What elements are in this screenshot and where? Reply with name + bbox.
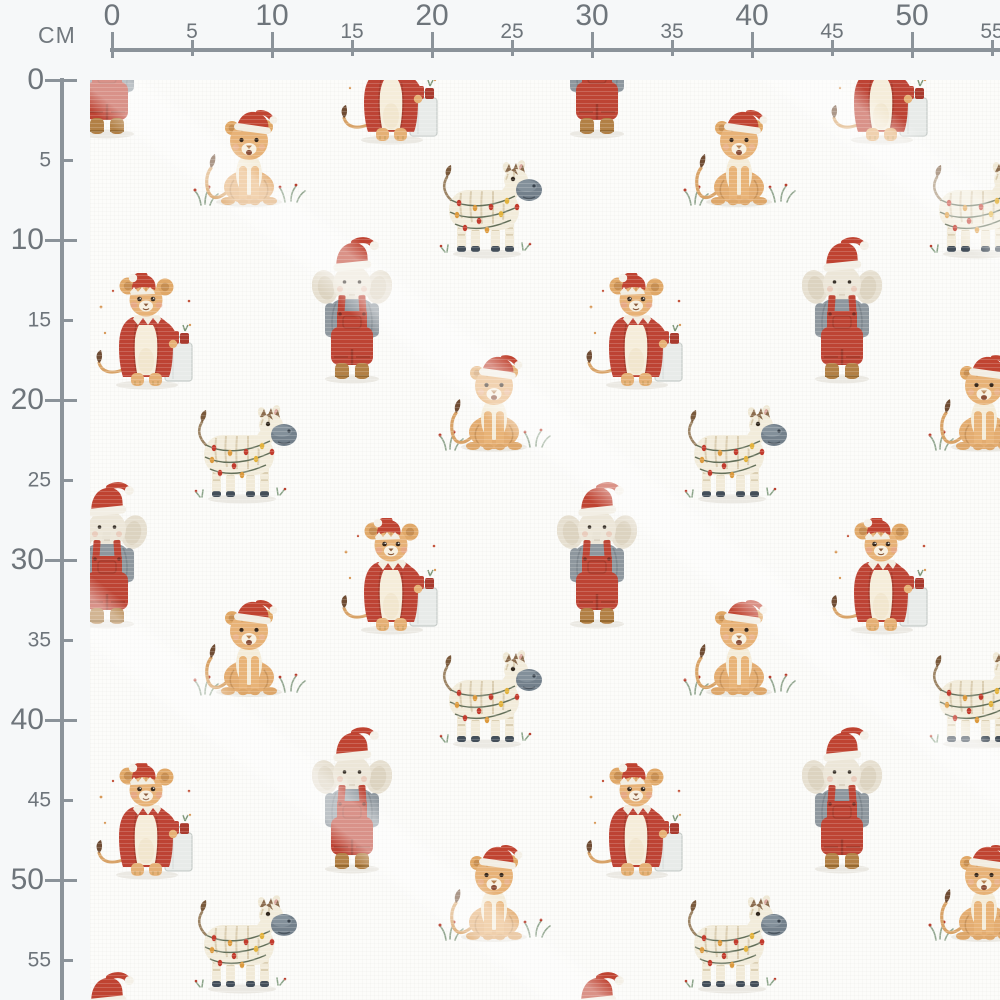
fabric-pattern-area <box>90 80 1000 1000</box>
illustration-zebra <box>435 650 545 750</box>
hruler-tick-15cm <box>350 40 354 56</box>
illustration-sitting-lion <box>920 843 1000 953</box>
illustration-sitting-lion <box>675 108 805 218</box>
hruler-tick-30cm <box>590 32 594 58</box>
vruler-tick-15cm <box>60 318 73 322</box>
vruler-label-15cm: 15 <box>27 308 51 332</box>
hruler-tick-55cm <box>990 40 994 56</box>
vertical-ruler-line <box>60 78 64 1000</box>
horizontal-ruler-line <box>110 48 1000 52</box>
hruler-tick-25cm <box>510 40 514 56</box>
illustration-elephant <box>90 970 147 1000</box>
illustration-lion-gift <box>338 518 442 636</box>
illustration-lion-gift <box>828 518 932 636</box>
vruler-tick-10cm <box>45 238 77 242</box>
vruler-label-25cm: 25 <box>27 468 51 492</box>
hruler-tick-40cm <box>750 32 754 58</box>
vruler-tick-25cm <box>60 478 73 482</box>
vruler-label-30cm: 30 <box>10 543 44 576</box>
hruler-tick-20cm <box>430 32 434 58</box>
hruler-label-20cm: 20 <box>415 0 449 32</box>
hruler-tick-50cm <box>910 32 914 58</box>
vruler-label-45cm: 45 <box>27 788 51 812</box>
illustration-elephant <box>557 480 637 630</box>
illustration-sitting-lion <box>430 843 560 953</box>
hruler-label-5cm: 5 <box>186 20 198 43</box>
illustration-sitting-lion <box>675 598 805 708</box>
hruler-label-45cm: 45 <box>820 20 844 43</box>
hruler-tick-0cm <box>110 32 114 58</box>
hruler-label-0cm: 0 <box>103 0 121 32</box>
hruler-label-25cm: 25 <box>500 20 524 43</box>
illustration-elephant <box>90 480 147 630</box>
illustration-elephant <box>90 80 147 140</box>
illustration-lion-gift <box>338 80 442 146</box>
illustration-lion-gift <box>93 763 197 881</box>
vruler-tick-40cm <box>45 718 77 722</box>
illustration-elephant <box>802 725 882 875</box>
ruler-unit-label: CM <box>38 22 76 48</box>
illustration-lion-gift <box>828 80 932 146</box>
illustration-lion-gift <box>583 273 687 391</box>
hruler-label-55cm: 55 <box>980 20 1000 43</box>
vruler-tick-35cm <box>60 638 73 642</box>
vruler-tick-5cm <box>60 158 73 162</box>
vruler-label-40cm: 40 <box>10 703 44 736</box>
vruler-label-5cm: 5 <box>39 148 51 172</box>
illustration-elephant <box>312 725 392 875</box>
hruler-label-35cm: 35 <box>660 20 684 43</box>
vruler-label-20cm: 20 <box>10 383 44 416</box>
vruler-tick-0cm <box>45 78 77 82</box>
illustration-sitting-lion <box>430 353 560 463</box>
hruler-label-40cm: 40 <box>735 0 769 32</box>
vruler-tick-20cm <box>45 398 77 402</box>
hruler-tick-45cm <box>830 40 834 56</box>
vruler-label-35cm: 35 <box>27 628 51 652</box>
illustration-sitting-lion <box>920 353 1000 463</box>
hruler-label-10cm: 10 <box>255 0 289 32</box>
vruler-tick-55cm <box>60 958 73 962</box>
illustration-elephant <box>557 970 637 1000</box>
hruler-label-50cm: 50 <box>895 0 929 32</box>
illustration-zebra <box>925 650 1000 750</box>
vruler-label-50cm: 50 <box>10 863 44 896</box>
illustration-zebra <box>680 895 790 995</box>
vruler-tick-50cm <box>45 878 77 882</box>
hruler-tick-5cm <box>190 40 194 56</box>
illustration-lion-gift <box>93 273 197 391</box>
vruler-tick-45cm <box>60 798 73 802</box>
vruler-label-10cm: 10 <box>10 223 44 256</box>
illustration-zebra <box>925 160 1000 260</box>
hruler-label-30cm: 30 <box>575 0 609 32</box>
illustration-zebra <box>190 405 300 505</box>
hruler-tick-10cm <box>270 32 274 58</box>
illustration-elephant <box>557 80 637 140</box>
illustration-zebra <box>190 895 300 995</box>
hruler-tick-35cm <box>670 40 674 56</box>
illustration-sitting-lion <box>185 108 315 218</box>
illustration-zebra <box>680 405 790 505</box>
hruler-label-15cm: 15 <box>340 20 364 43</box>
vruler-label-0cm: 0 <box>27 63 44 96</box>
illustration-sitting-lion <box>185 598 315 708</box>
illustration-lion-gift <box>583 763 687 881</box>
illustration-zebra <box>435 160 545 260</box>
illustration-elephant <box>312 235 392 385</box>
vruler-label-55cm: 55 <box>27 948 51 972</box>
vruler-tick-30cm <box>45 558 77 562</box>
illustration-elephant <box>802 235 882 385</box>
